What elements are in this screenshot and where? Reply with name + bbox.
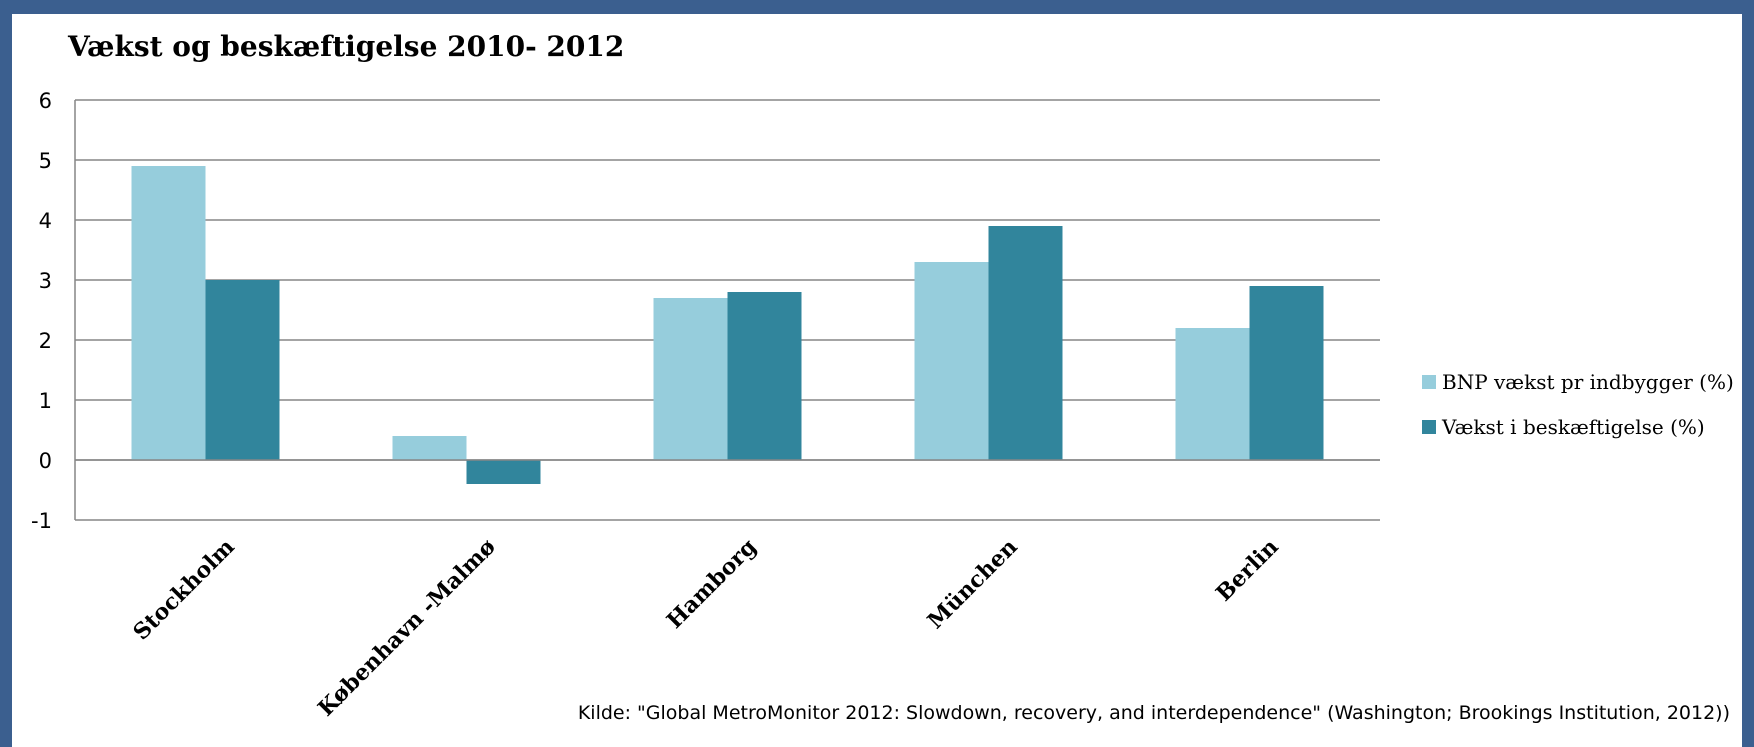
bar-bnp-4: [1175, 328, 1250, 460]
y-tick-label: 5: [39, 149, 52, 173]
y-tick-label: 4: [39, 209, 52, 233]
bar-beskaeftigelse-4: [1249, 286, 1324, 460]
y-tick-label: 2: [39, 329, 52, 353]
y-tick-label: 0: [39, 449, 52, 473]
y-tick-label: -1: [31, 509, 52, 533]
x-tick-label: Hamborg: [662, 534, 762, 634]
bar-beskaeftigelse-2: [727, 292, 802, 460]
legend-label: BNP vækst pr indbygger (%): [1442, 370, 1734, 394]
x-tick-label: Berlin: [1211, 534, 1284, 607]
y-tick-label: 1: [39, 389, 52, 413]
bar-beskaeftigelse-1: [466, 460, 541, 484]
y-tick-label: 3: [39, 269, 52, 293]
bar-beskaeftigelse-3: [988, 226, 1063, 460]
chart-title: Vækst og beskæftigelse 2010- 2012: [68, 30, 625, 63]
x-tick-label: København -Malmø: [313, 534, 501, 722]
x-tick-label: Stockholm: [128, 534, 239, 645]
bar-bnp-1: [392, 436, 467, 460]
legend-swatch: [1422, 375, 1436, 389]
legend-label: Vækst i beskæftigelse (%): [1441, 415, 1705, 439]
bar-beskaeftigelse-0: [205, 280, 280, 460]
y-tick-label: 6: [39, 89, 52, 113]
bar-bnp-0: [131, 166, 206, 460]
bar-bnp-3: [914, 262, 989, 460]
x-tick-label: München: [923, 534, 1023, 634]
legend-swatch: [1422, 420, 1436, 434]
source-note: Kilde: "Global MetroMonitor 2012: Slowdo…: [577, 702, 1730, 724]
bar-bnp-2: [653, 298, 728, 460]
